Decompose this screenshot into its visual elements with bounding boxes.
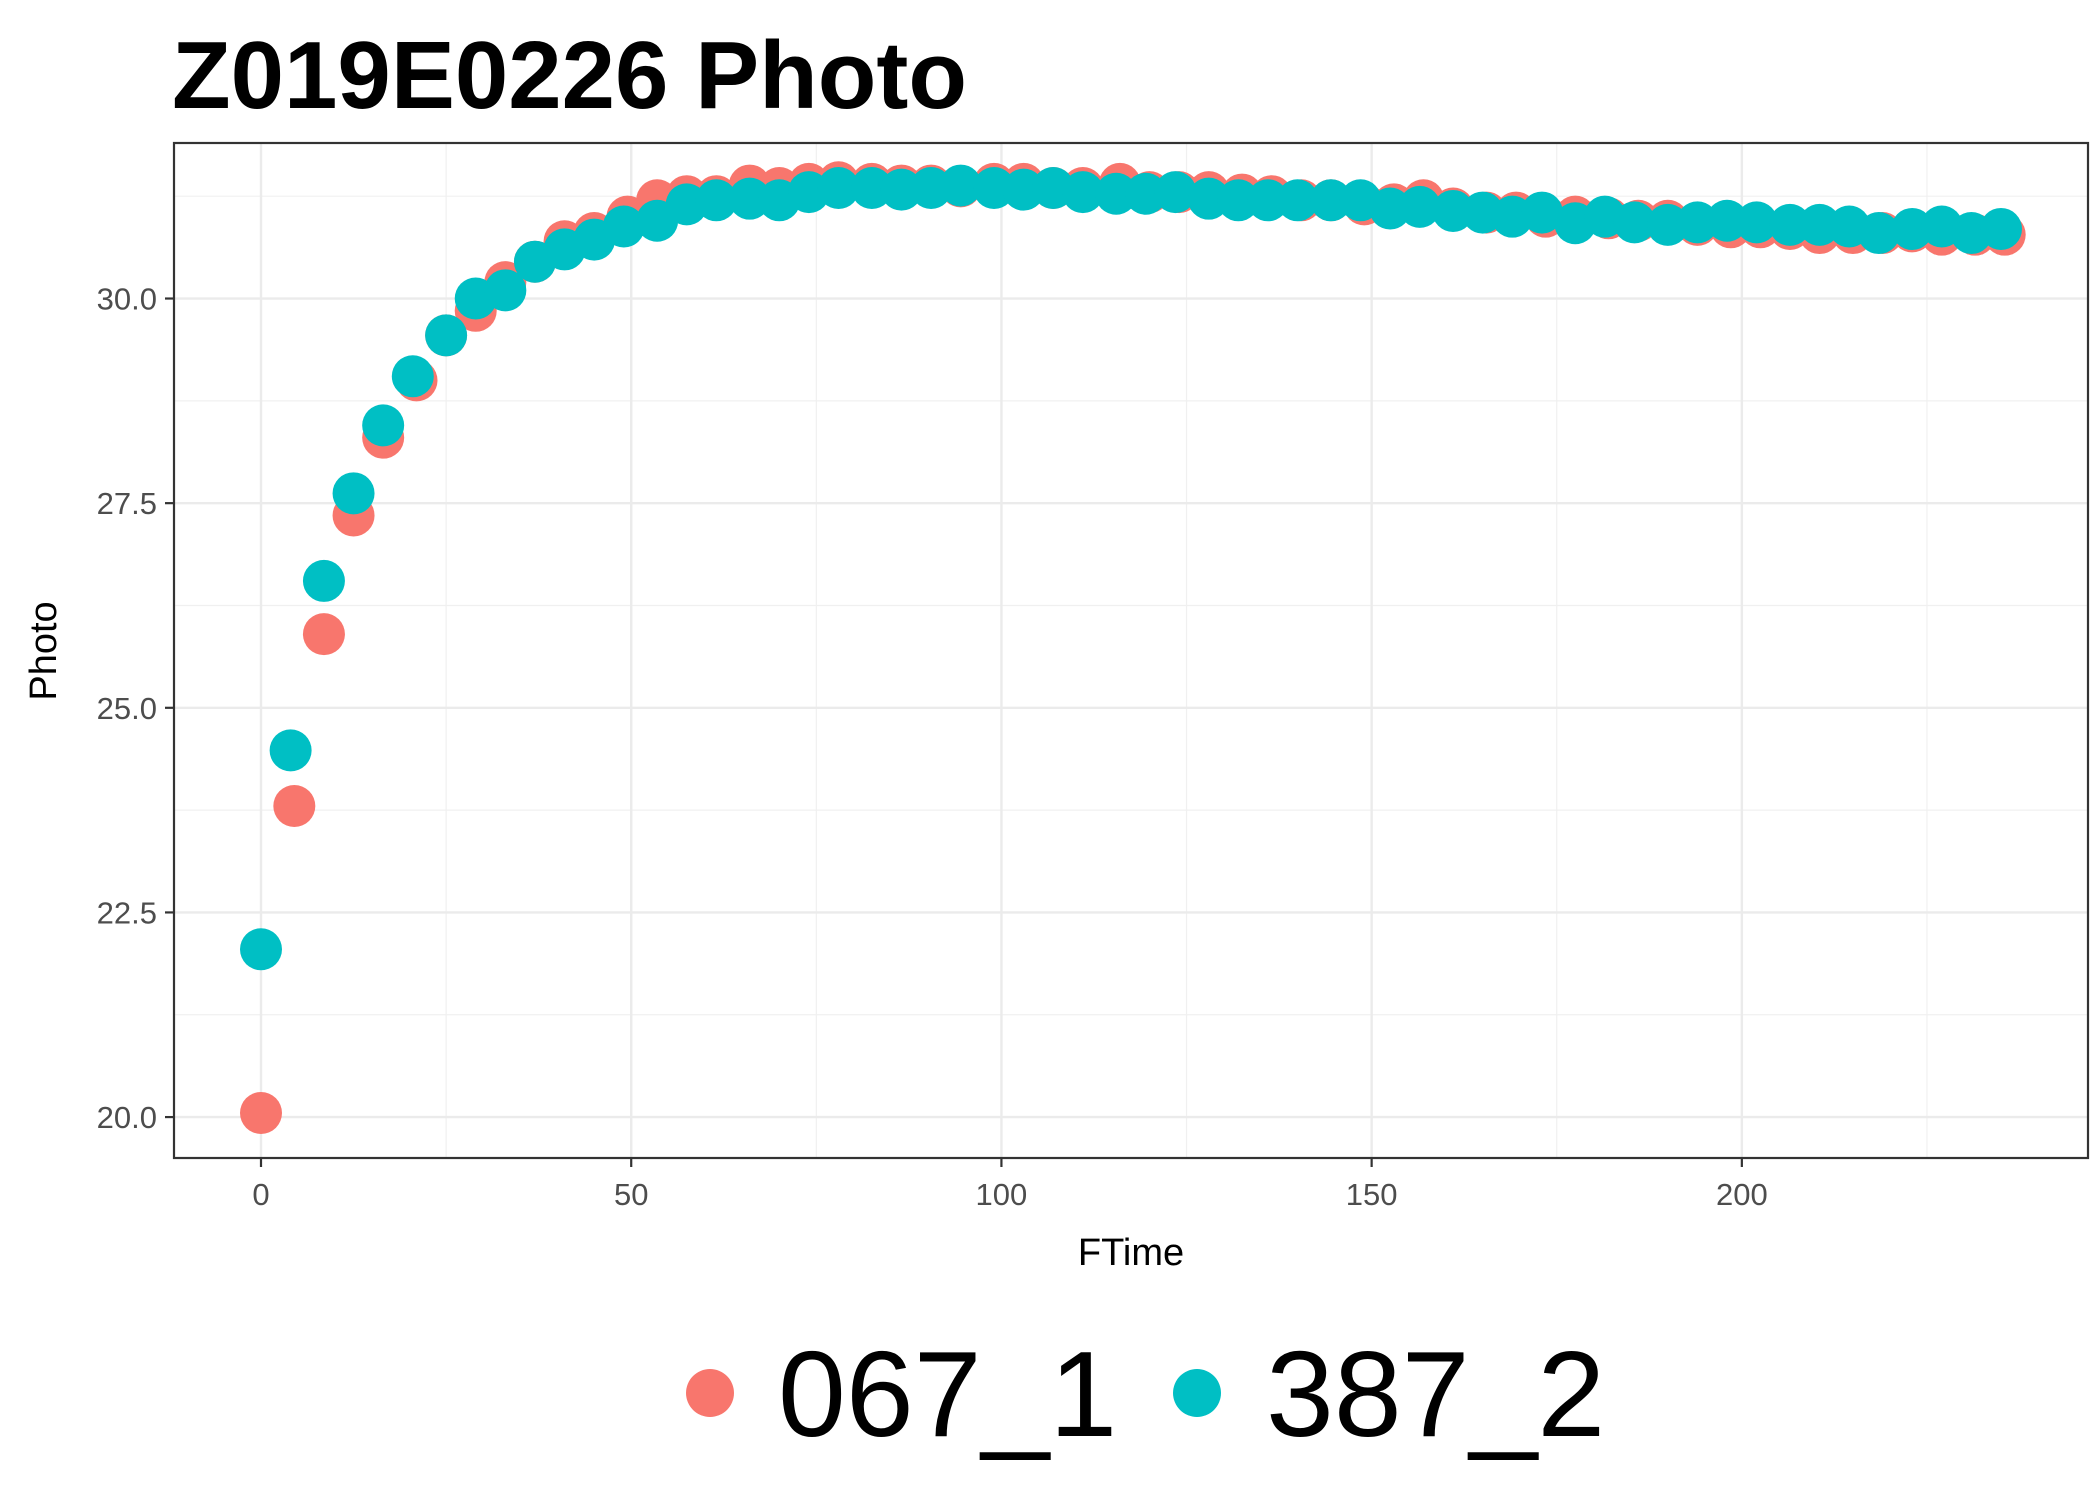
data-point — [1432, 189, 1475, 232]
data-point — [240, 928, 282, 971]
axes: 0 50 100 150 200 20.0 22.5 25.0 27.5 30.0 — [97, 282, 1768, 1212]
y-tick-label: 22.5 — [97, 895, 157, 930]
y-tick-label: 27.5 — [97, 486, 157, 521]
y-tick-label: 30.0 — [97, 282, 157, 317]
data-point — [1735, 201, 1778, 244]
data-point — [425, 314, 468, 357]
data-point — [1187, 177, 1230, 220]
data-point — [302, 613, 345, 656]
data-point — [332, 472, 375, 515]
data-point — [850, 167, 893, 210]
data-point — [362, 404, 405, 447]
data-point — [817, 167, 860, 210]
legend-key — [686, 1369, 734, 1417]
legend: 067_1 387_2 — [686, 1326, 1605, 1462]
y-tick-label: 20.0 — [97, 1100, 157, 1135]
plot-panel-border — [172, 141, 2090, 1160]
data-point — [728, 177, 771, 220]
data-point — [1002, 168, 1045, 211]
data-point — [1676, 201, 1719, 244]
data-points — [240, 161, 2026, 1134]
data-point — [1276, 179, 1319, 222]
x-tick-label: 100 — [976, 1177, 1028, 1212]
legend-item: 387_2 — [1173, 1326, 1605, 1462]
series-387_2 — [240, 164, 2022, 971]
x-tick-label: 0 — [252, 1177, 269, 1212]
legend-key — [1173, 1369, 1221, 1417]
data-point — [1154, 171, 1197, 214]
data-point — [939, 164, 982, 207]
data-point — [602, 205, 645, 248]
chart-title: Z019E0226 Photo — [172, 22, 967, 129]
data-point — [695, 179, 738, 222]
data-point — [1706, 199, 1749, 242]
x-axis-title: FTime — [1078, 1232, 1184, 1274]
data-point — [269, 729, 312, 772]
y-axis-title: Photo — [23, 601, 65, 700]
data-point — [302, 559, 345, 602]
data-point — [1369, 187, 1412, 230]
legend-item: 067_1 — [686, 1326, 1117, 1462]
data-point — [484, 269, 527, 312]
legend-label: 067_1 — [778, 1326, 1117, 1462]
grid — [174, 143, 2088, 1158]
data-point — [273, 785, 316, 828]
x-tick-label: 50 — [614, 1177, 648, 1212]
data-point — [1217, 179, 1260, 222]
data-point — [1613, 201, 1656, 244]
data-point — [1124, 172, 1167, 215]
data-point — [1309, 179, 1352, 222]
data-point — [1768, 203, 1811, 246]
legend-label: 387_2 — [1266, 1326, 1605, 1462]
data-point — [1798, 203, 1841, 246]
y-tick-label: 25.0 — [97, 691, 157, 726]
data-point — [1980, 207, 2022, 250]
data-point — [1857, 212, 1900, 255]
data-point — [1398, 185, 1441, 228]
data-point — [240, 1091, 282, 1134]
data-point — [1095, 172, 1138, 215]
data-point — [1520, 191, 1563, 234]
x-tick-label: 200 — [1716, 1177, 1768, 1212]
data-point — [973, 167, 1016, 210]
data-point — [880, 168, 923, 211]
data-point — [391, 355, 434, 398]
data-point — [1246, 179, 1289, 222]
data-point — [1061, 171, 1104, 214]
x-tick-label: 150 — [1346, 1177, 1398, 1212]
